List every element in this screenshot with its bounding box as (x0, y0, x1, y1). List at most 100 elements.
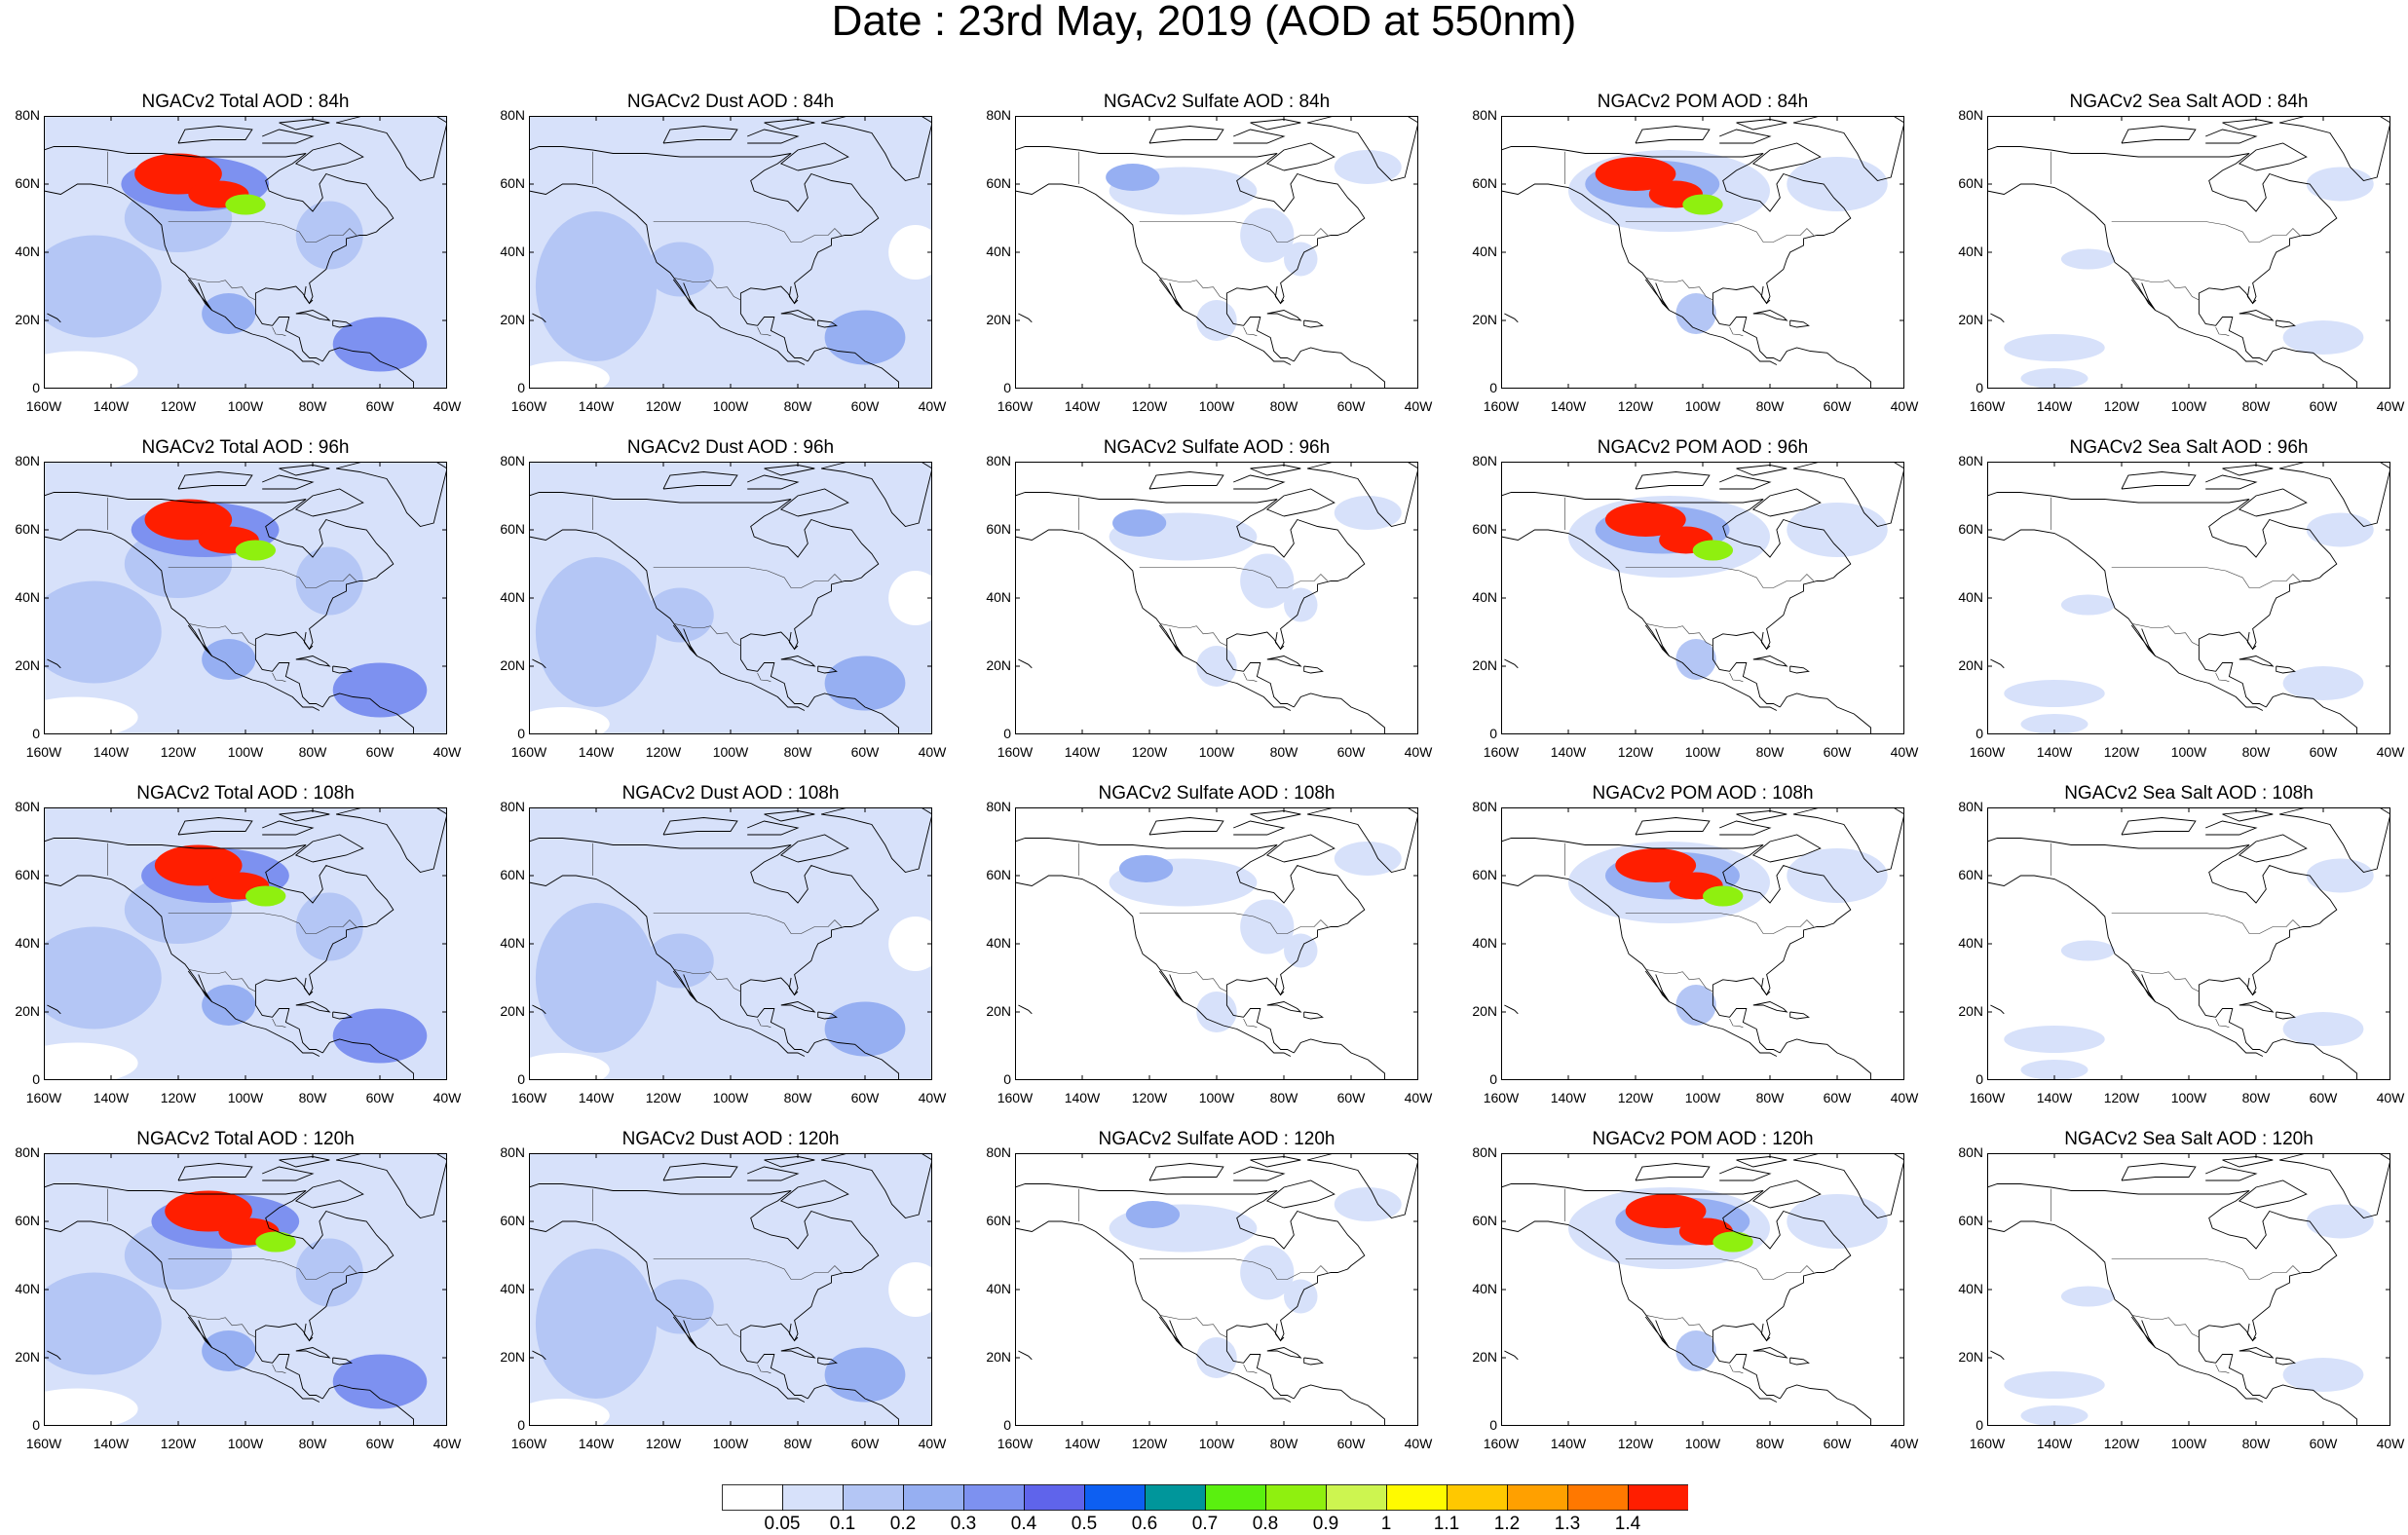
lon-tick-label: 100W (1198, 398, 1235, 414)
country-border (2111, 221, 2301, 243)
country-border (1645, 1315, 1713, 1338)
lon-tick-label: 40W (918, 1436, 947, 1451)
country-border (1645, 969, 1713, 992)
colorbar-label: 0.8 (1252, 1514, 1279, 1534)
coastline (177, 471, 253, 490)
aod-field (1125, 1201, 1181, 1228)
lat-tick-label: 80N (1958, 107, 1983, 123)
lon-tick-label: 140W (2036, 744, 2073, 760)
lat-tick-label: 0 (1489, 1071, 1497, 1087)
aod-field (824, 655, 906, 711)
coastline (1990, 1350, 2005, 1361)
coastline (1719, 129, 1772, 144)
coastline (1789, 1357, 1810, 1366)
coastline (532, 1004, 546, 1015)
coastline (1158, 279, 1184, 311)
lat-tick-label: 80N (986, 453, 1011, 468)
coastline (1504, 313, 1519, 323)
aod-field (646, 242, 714, 297)
coastline (1274, 285, 1285, 305)
colorbar-swatch (1084, 1484, 1146, 1511)
coastline (2265, 1384, 2357, 1426)
coastline (1274, 631, 1285, 651)
lon-tick-label: 100W (2170, 1436, 2207, 1451)
lon-tick-label: 80W (1269, 744, 1298, 760)
colorbar-label: 0.1 (829, 1514, 856, 1534)
coastline (47, 313, 61, 323)
country-border (2111, 567, 2301, 588)
coastline (2265, 693, 2357, 734)
panel-title-dust-120h: NGACv2 Dust AOD : 120h (621, 1129, 840, 1149)
lat-tick-label: 20N (500, 1349, 525, 1365)
coastline (2278, 116, 2390, 181)
coastline (2246, 977, 2257, 996)
lat-tick-label: 80N (1472, 453, 1497, 468)
aod-field (235, 540, 277, 561)
coastline (1789, 319, 1810, 328)
aod-field (2282, 666, 2364, 700)
lon-tick-label: 60W (365, 744, 395, 760)
aod-field (529, 361, 610, 389)
coastline (2238, 1179, 2308, 1209)
coastline (739, 300, 809, 362)
coastline (662, 471, 738, 490)
coastline (1751, 1179, 1822, 1209)
lon-tick-label: 40W (1404, 1436, 1433, 1451)
coastline (788, 285, 799, 305)
coastline (295, 1001, 331, 1013)
lat-tick-label: 40N (500, 935, 525, 951)
coastline (1987, 1183, 2338, 1342)
lon-tick-label: 140W (578, 1090, 615, 1105)
lon-tick-label: 40W (2376, 1090, 2405, 1105)
coastline (1990, 1004, 2005, 1015)
aod-field (1682, 194, 1723, 215)
lon-tick-label: 40W (918, 744, 947, 760)
figure-title: Date : 23rd May, 2019 (AOD at 550nm) (831, 0, 1577, 45)
lon-tick-label: 120W (2103, 744, 2140, 760)
lon-tick-label: 60W (365, 1090, 395, 1105)
map-panel-total-108h (44, 807, 447, 1080)
coastline (294, 142, 364, 171)
aod-field (202, 985, 256, 1026)
coastline (254, 992, 323, 1054)
coastline (1015, 1183, 1366, 1342)
coastline (529, 183, 806, 365)
panel-title-sea-salt-96h: NGACv2 Sea Salt AOD : 96h (2069, 437, 2309, 458)
panel-title-sea-salt-84h: NGACv2 Sea Salt AOD : 84h (2069, 92, 2309, 112)
coastline (1250, 465, 1301, 476)
coastline (254, 300, 323, 362)
coastline (529, 1220, 806, 1403)
coastline (1266, 1347, 1302, 1359)
country-border (673, 623, 741, 647)
panel-title-total-120h: NGACv2 Total AOD : 120h (136, 1129, 355, 1149)
coastline (1501, 875, 1778, 1057)
lon-tick-label: 100W (2170, 398, 2207, 414)
lat-tick-label: 80N (15, 107, 40, 123)
coastline (1306, 807, 1418, 873)
lat-tick-label: 60N (986, 867, 1011, 882)
aod-field (2004, 680, 2105, 707)
coastline (1779, 347, 1871, 389)
coastline (1501, 1183, 1852, 1342)
coastline (295, 655, 331, 667)
lat-tick-label: 0 (1003, 380, 1011, 395)
country-border (653, 221, 843, 243)
country-border (757, 326, 771, 337)
lat-tick-label: 0 (1489, 1417, 1497, 1433)
lat-tick-label: 20N (15, 1003, 40, 1019)
lat-tick-label: 20N (1958, 312, 1983, 327)
colorbar-label: 0.3 (950, 1514, 977, 1534)
aod-field (824, 310, 906, 365)
lat-tick-label: 80N (1958, 453, 1983, 468)
lon-tick-label: 80W (298, 1090, 327, 1105)
lon-tick-label: 60W (850, 1436, 880, 1451)
coastline (807, 693, 899, 734)
coastline (1158, 624, 1184, 656)
country-border (1729, 1018, 1744, 1029)
coastline (2222, 1156, 2274, 1168)
coastline (2205, 474, 2258, 490)
coastline (1987, 838, 2338, 996)
lat-tick-label: 60N (1958, 867, 1983, 882)
coastline (1644, 1316, 1670, 1348)
coastline (303, 977, 314, 996)
